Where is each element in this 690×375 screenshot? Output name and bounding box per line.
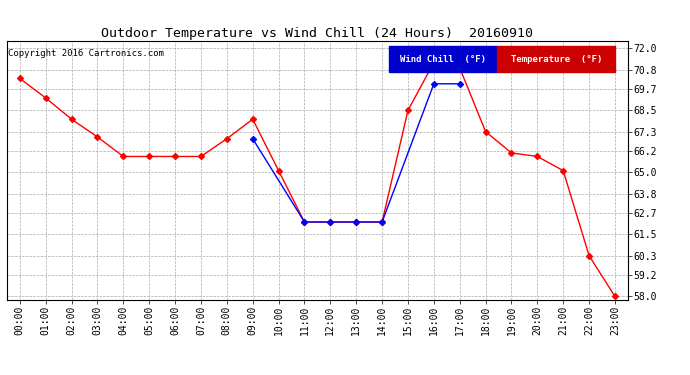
- Text: Temperature  (°F): Temperature (°F): [511, 55, 602, 64]
- FancyBboxPatch shape: [389, 46, 497, 72]
- FancyBboxPatch shape: [497, 46, 615, 72]
- Title: Outdoor Temperature vs Wind Chill (24 Hours)  20160910: Outdoor Temperature vs Wind Chill (24 Ho…: [101, 27, 533, 40]
- Text: Copyright 2016 Cartronics.com: Copyright 2016 Cartronics.com: [8, 49, 164, 58]
- Text: Wind Chill  (°F): Wind Chill (°F): [400, 55, 486, 64]
